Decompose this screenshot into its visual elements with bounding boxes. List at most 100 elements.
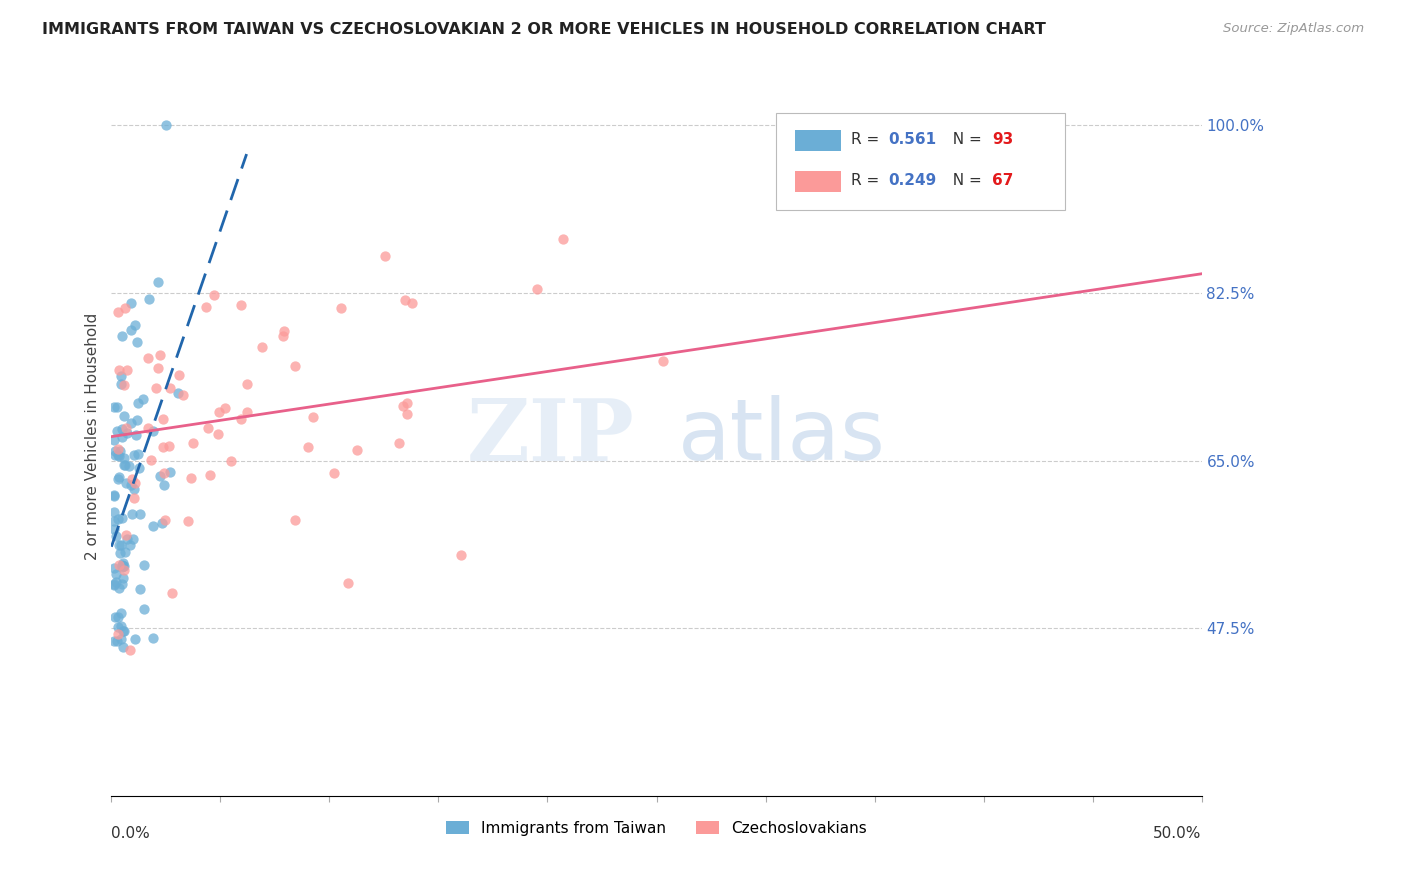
Point <box>395 407 418 421</box>
Point <box>160 586 183 600</box>
Point <box>208 405 231 419</box>
Point <box>107 627 129 641</box>
Point <box>112 563 135 577</box>
Point <box>120 538 142 552</box>
Text: 67: 67 <box>993 173 1014 187</box>
Point <box>103 577 125 591</box>
Point <box>111 558 134 573</box>
Point <box>108 546 131 560</box>
Point <box>301 410 323 425</box>
Point <box>112 409 135 423</box>
Y-axis label: 2 or more Vehicles in Household: 2 or more Vehicles in Household <box>86 313 100 560</box>
Point <box>104 449 127 463</box>
Point <box>273 329 295 343</box>
Point <box>121 507 143 521</box>
Point <box>104 609 127 624</box>
Point <box>117 362 139 376</box>
Point <box>112 559 135 574</box>
Point <box>132 392 155 406</box>
Point <box>121 472 143 486</box>
Point <box>107 304 129 318</box>
Point <box>172 388 194 402</box>
Point <box>104 566 127 581</box>
Point <box>111 329 134 343</box>
Point <box>103 633 125 648</box>
Point <box>120 643 142 657</box>
Point <box>374 249 396 263</box>
Point <box>104 528 127 542</box>
Text: 0.561: 0.561 <box>889 132 936 147</box>
Point <box>111 560 134 574</box>
Text: N =: N = <box>943 173 987 187</box>
Point <box>252 339 274 353</box>
Point <box>110 376 132 391</box>
Point <box>159 465 181 479</box>
Point <box>651 354 673 368</box>
Point <box>112 378 135 392</box>
Text: N =: N = <box>943 132 987 147</box>
Point <box>152 440 174 454</box>
Point <box>526 282 548 296</box>
Point <box>110 606 132 620</box>
Point <box>120 416 142 430</box>
Point <box>103 514 125 528</box>
Point <box>202 288 225 302</box>
Point <box>120 296 142 310</box>
Point <box>236 405 259 419</box>
Point <box>112 458 135 472</box>
Point <box>103 444 125 458</box>
Point <box>330 301 353 316</box>
Point <box>284 359 307 373</box>
Point <box>110 369 132 384</box>
Point <box>273 324 295 338</box>
Point <box>114 301 136 315</box>
Point <box>214 401 236 415</box>
Point <box>322 467 344 481</box>
Point <box>103 522 125 536</box>
Text: Source: ZipAtlas.com: Source: ZipAtlas.com <box>1223 22 1364 36</box>
Text: 0.249: 0.249 <box>889 173 936 187</box>
Point <box>394 293 416 307</box>
Point <box>132 602 155 616</box>
Point <box>108 538 131 552</box>
Point <box>346 442 368 457</box>
Point <box>180 470 202 484</box>
Point <box>152 478 174 492</box>
Point <box>107 448 129 462</box>
Point <box>152 412 174 426</box>
Point <box>120 478 142 492</box>
Point <box>145 381 167 395</box>
Point <box>149 348 172 362</box>
Text: IMMIGRANTS FROM TAIWAN VS CZECHOSLOVAKIAN 2 OR MORE VEHICLES IN HOUSEHOLD CORREL: IMMIGRANTS FROM TAIWAN VS CZECHOSLOVAKIA… <box>42 22 1046 37</box>
Point <box>124 632 146 646</box>
Point <box>105 400 128 414</box>
Text: atlas: atlas <box>678 395 886 478</box>
Point <box>107 620 129 634</box>
Text: R =: R = <box>851 173 884 187</box>
Point <box>111 429 134 443</box>
Point <box>169 368 191 382</box>
Point <box>139 453 162 467</box>
Point <box>122 533 145 547</box>
Point <box>128 582 150 597</box>
Point <box>111 422 134 436</box>
Point <box>108 558 131 572</box>
Point <box>235 377 257 392</box>
Point <box>128 507 150 521</box>
Text: R =: R = <box>851 132 884 147</box>
Point <box>127 334 149 349</box>
Point <box>146 275 169 289</box>
Point <box>118 459 141 474</box>
Point <box>153 513 176 527</box>
Point <box>127 396 149 410</box>
Point <box>181 436 204 450</box>
Point <box>110 538 132 552</box>
Point <box>152 466 174 480</box>
Legend: Immigrants from Taiwan, Czechoslovakians: Immigrants from Taiwan, Czechoslovakians <box>440 814 873 842</box>
Point <box>124 476 146 491</box>
Point <box>388 436 411 450</box>
Point <box>103 577 125 591</box>
Point <box>103 487 125 501</box>
Point <box>159 438 181 452</box>
Point <box>122 482 145 496</box>
